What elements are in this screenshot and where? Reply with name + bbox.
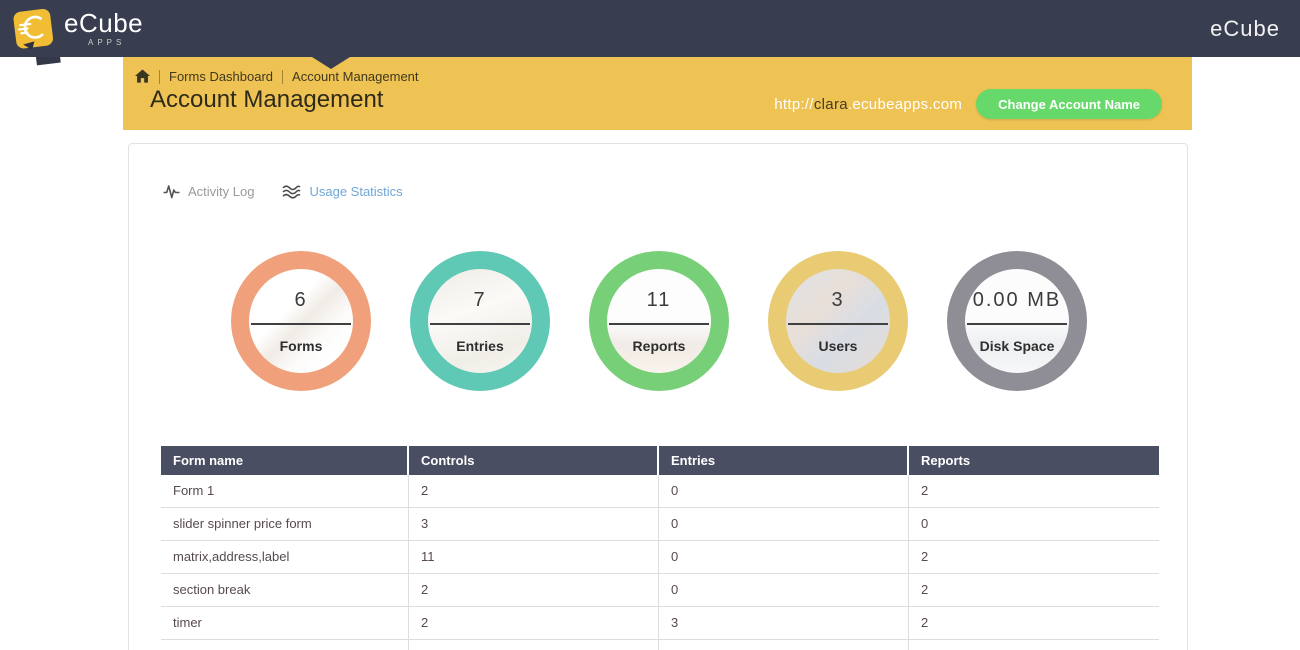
stat-label: Reports: [632, 337, 686, 354]
table-cell: 2: [921, 549, 929, 564]
table-cell: 0: [921, 516, 929, 531]
brand-text: eCube APPS: [64, 10, 143, 47]
table-row: slider spinner price form 3 0 0: [161, 508, 1159, 541]
brand-logo[interactable]: eCube APPS: [10, 2, 143, 55]
table-cell: 11: [409, 541, 659, 573]
stat-divider-line: [788, 322, 888, 325]
brand-subtitle: APPS: [88, 38, 126, 47]
stat-label: Forms: [279, 337, 323, 354]
stat-label: Users: [818, 337, 858, 354]
stat-circle-users: 3 Users: [768, 251, 908, 391]
page-header-band: Forms Dashboard Account Management Accou…: [123, 57, 1192, 130]
table-cell: 0: [659, 508, 909, 540]
stat-circle-inner: 3 Users: [786, 269, 890, 373]
table-cell: [659, 640, 909, 650]
stat-divider-line: [609, 322, 709, 325]
table-cell: 2: [409, 475, 659, 507]
navbar-account-name: eCube: [1210, 15, 1280, 41]
breadcrumb-separator: [159, 69, 160, 84]
table-cell: [161, 640, 409, 650]
home-icon[interactable]: [135, 69, 150, 83]
content-card: Activity Log Usage Statistics 6 Forms 7 …: [128, 143, 1188, 650]
table-row: timer 2 3 2: [161, 607, 1159, 640]
stat-circle-inner: 0.00 MB Disk Space: [965, 269, 1069, 373]
brand-name: eCube: [64, 8, 144, 38]
url-suffix: .ecubeapps.com: [847, 95, 963, 113]
table-cell: 2: [409, 574, 659, 606]
url-account-name: clara: [813, 95, 848, 113]
table-header-cell: Reports: [921, 453, 971, 468]
nav-active-pointer: [312, 57, 350, 69]
stat-circle-inner: 11 Reports: [607, 269, 711, 373]
stat-circle-forms: 6 Forms: [231, 251, 371, 391]
stat-divider-line: [967, 322, 1067, 325]
table-header-row: Form name Controls Entries Reports: [161, 446, 1159, 475]
table-cell: matrix,address,label: [161, 541, 409, 573]
table-cell: slider spinner price form: [161, 508, 409, 540]
table-cell: 2: [921, 483, 929, 498]
stat-circle-entries: 7 Entries: [410, 251, 550, 391]
stat-label: Disk Space: [979, 337, 1055, 354]
table-cell: Form 1: [161, 475, 409, 507]
top-navbar: eCube APPS eCube: [0, 0, 1300, 57]
breadcrumb-separator: [282, 69, 284, 84]
waves-icon: [282, 184, 302, 199]
url-prefix: http://: [774, 95, 814, 113]
stat-value: 11: [646, 288, 672, 311]
table-row: section break 2 0 2: [161, 574, 1159, 607]
activity-icon: [163, 185, 180, 199]
table-cell: 2: [409, 607, 659, 639]
stat-value: 0.00 MB: [972, 288, 1062, 311]
stat-divider-line: [251, 322, 351, 325]
breadcrumb-forms-dashboard[interactable]: Forms Dashboard: [169, 69, 274, 84]
tab-label: Usage Statistics: [309, 184, 403, 199]
breadcrumb: Forms Dashboard Account Management: [135, 69, 419, 84]
header-right-group: http://clara.ecubeapps.com Change Accoun…: [774, 89, 1162, 119]
tab-activity-log[interactable]: Activity Log: [163, 184, 254, 199]
stat-divider-line: [430, 322, 530, 325]
tab-bar: Activity Log Usage Statistics: [163, 184, 403, 199]
tab-usage-statistics[interactable]: Usage Statistics: [282, 184, 403, 199]
table-cell: [909, 640, 1159, 650]
stat-label: Entries: [456, 337, 504, 354]
table-cell: 2: [921, 582, 929, 597]
ecube-logo-icon: [13, 8, 54, 50]
page-title: Account Management: [150, 86, 384, 113]
table-cell: 3: [659, 607, 909, 639]
table-row: matrix,address,label 11 0 2: [161, 541, 1159, 574]
table-cell: 2: [921, 615, 929, 630]
stat-value: 6: [294, 288, 308, 311]
table-cell: timer: [161, 607, 409, 639]
stat-circle-inner: 7 Entries: [428, 269, 532, 373]
table-cell: 0: [659, 541, 909, 573]
table-cell: 3: [409, 508, 659, 540]
stat-value: 3: [831, 288, 845, 311]
table-row: [161, 640, 1159, 650]
usage-stats-row: 6 Forms 7 Entries 11 Reports 3 Users 0.0…: [129, 251, 1189, 391]
table-header-cell: Form name: [161, 446, 409, 475]
table-cell: 0: [659, 475, 909, 507]
table-body: Form 1 2 0 2 slider spinner price form 3 0 0 mat…: [161, 475, 1159, 650]
stat-value: 7: [473, 288, 487, 311]
change-account-name-button[interactable]: Change Account Name: [976, 89, 1162, 119]
table-header-cell: Controls: [409, 446, 659, 475]
stat-circle-disk-space: 0.00 MB Disk Space: [947, 251, 1087, 391]
table-header-cell: Entries: [659, 446, 909, 475]
account-url: http://clara.ecubeapps.com: [774, 96, 962, 113]
breadcrumb-account-management[interactable]: Account Management: [292, 69, 419, 84]
table-cell: 0: [659, 574, 909, 606]
tab-label: Activity Log: [188, 184, 255, 199]
table-cell: [409, 640, 659, 650]
stat-circle-reports: 11 Reports: [589, 251, 729, 391]
stat-circle-inner: 6 Forms: [249, 269, 353, 373]
table-cell: section break: [161, 574, 409, 606]
